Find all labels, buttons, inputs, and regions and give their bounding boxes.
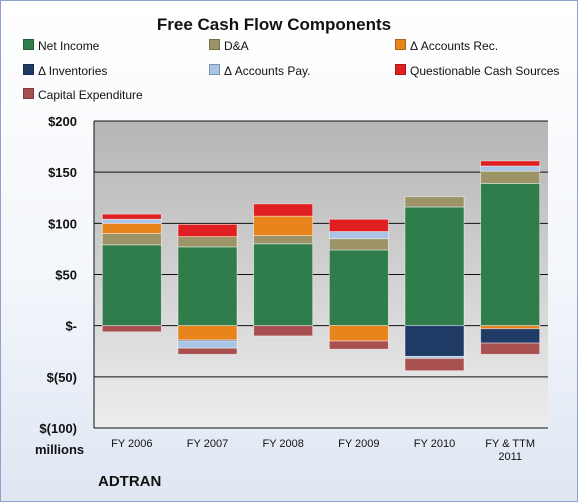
x-tick-label: FY 2009	[338, 438, 379, 450]
bar-segment	[101, 325, 162, 333]
bar-segment	[328, 249, 389, 327]
bar-segment	[101, 244, 162, 327]
x-tick-label: FY 2006	[111, 438, 152, 450]
bar-segment	[177, 246, 238, 327]
legend-item: Δ Accounts Rec.	[395, 39, 498, 53]
x-tick-label: FY 2010	[414, 438, 455, 450]
bar-segment	[177, 347, 238, 355]
bar-segment	[253, 215, 314, 237]
legend-swatch	[209, 64, 220, 75]
bar-segment	[480, 328, 541, 344]
legend-item: Δ Inventories	[23, 64, 107, 78]
bar-segment	[253, 235, 314, 245]
legend-swatch	[395, 39, 406, 50]
bar-segment	[480, 160, 541, 167]
x-tick-label: FY & TTM	[485, 438, 535, 450]
legend-label: Δ Accounts Pay.	[224, 64, 311, 78]
bar-segment	[253, 203, 314, 217]
bar-segment	[404, 196, 465, 208]
legend-swatch	[23, 64, 34, 75]
y-tick-label: $(100)	[39, 421, 77, 436]
y-tick-label: $150	[48, 165, 77, 180]
units-label: millions	[35, 442, 85, 457]
bar-segment	[177, 223, 238, 238]
bar-segment	[328, 238, 389, 251]
bar-segment	[480, 165, 541, 172]
bar-segment	[480, 342, 541, 355]
y-tick-label: $50	[55, 268, 77, 283]
y-tick-label: $100	[48, 216, 77, 231]
legend-item: Questionable Cash Sources	[395, 64, 559, 78]
bar-segment	[404, 325, 465, 357]
bar-segment	[480, 325, 541, 330]
legend-label: Δ Accounts Rec.	[410, 39, 499, 53]
bar-segment	[101, 218, 162, 224]
bar-segment	[253, 243, 314, 327]
x-tick-label: FY 2007	[187, 438, 228, 450]
legend-swatch	[209, 39, 220, 50]
bar-segment	[177, 340, 238, 349]
bar-segment	[101, 222, 162, 234]
bar-segment	[328, 325, 389, 342]
legend-item: D&A	[209, 39, 249, 53]
chart-title: Free Cash Flow Components	[156, 15, 392, 34]
legend-swatch	[23, 88, 34, 99]
legend-item: Net Income	[23, 39, 99, 53]
legend-label: Questionable Cash Sources	[410, 64, 560, 78]
bar-segment	[480, 170, 541, 184]
legend-swatch	[395, 64, 406, 75]
y-tick-label: $-	[65, 319, 77, 334]
bar-segment	[328, 231, 389, 240]
bar-segment	[404, 358, 465, 372]
bar-segment	[480, 183, 541, 327]
legend-swatch	[23, 39, 34, 50]
legend-item: Capital Expenditure	[23, 88, 143, 102]
y-tick-label: $200	[48, 114, 77, 129]
bar-segment	[177, 325, 238, 341]
legend-label: Δ Inventories	[38, 64, 108, 78]
bar-segment	[101, 233, 162, 246]
company-name: ADTRAN	[98, 473, 162, 490]
legend-item: Δ Accounts Pay.	[209, 64, 311, 78]
bar-segment	[101, 213, 162, 220]
legend-label: Net Income	[38, 39, 100, 53]
y-tick-label: $(50)	[47, 370, 77, 385]
bar-segment	[328, 218, 389, 232]
bar-segment	[253, 325, 314, 337]
legend-label: D&A	[224, 39, 249, 53]
bar-segment	[328, 340, 389, 350]
legend-label: Capital Expenditure	[38, 88, 143, 102]
x-tick-label: FY 2008	[262, 438, 303, 450]
bar-segment	[404, 206, 465, 327]
bar-segment	[177, 236, 238, 248]
x-tick-label: 2011	[498, 451, 522, 463]
